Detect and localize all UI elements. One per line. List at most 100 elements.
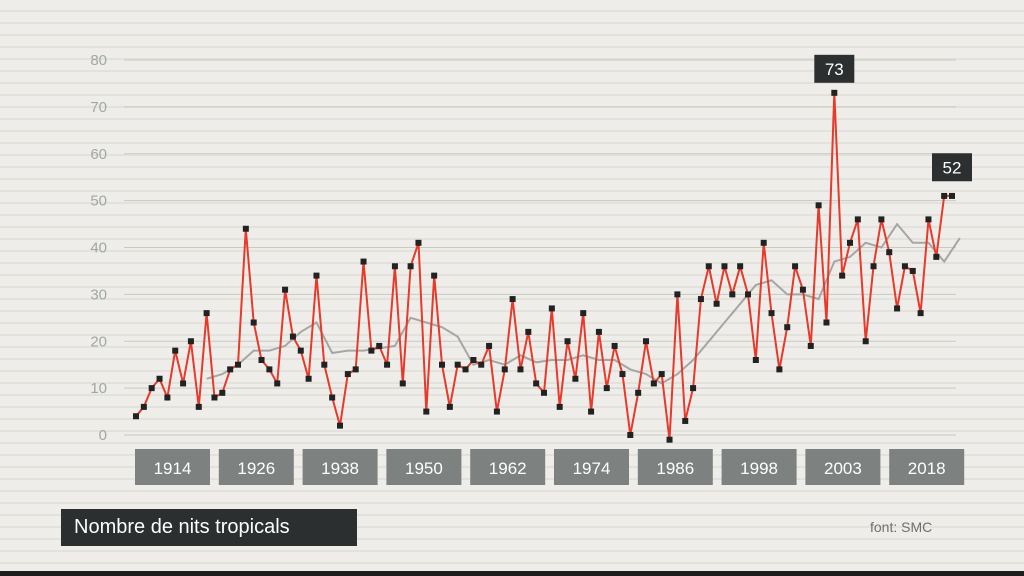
year-label-box <box>302 449 378 485</box>
data-point <box>870 263 877 270</box>
y-tick-label: 20 <box>90 333 107 350</box>
year-label-box <box>637 449 713 485</box>
data-point <box>423 408 430 415</box>
data-point <box>376 342 383 349</box>
data-point <box>690 385 697 392</box>
y-tick-label: 60 <box>90 146 107 163</box>
data-point <box>792 263 799 270</box>
data-point <box>666 436 673 443</box>
data-points <box>133 89 955 443</box>
data-point <box>266 366 273 373</box>
data-point <box>352 366 359 373</box>
annotation-box <box>814 54 855 83</box>
data-point <box>580 310 587 317</box>
year-label: 1950 <box>405 459 443 478</box>
data-point <box>564 338 571 345</box>
data-point <box>768 310 775 317</box>
data-point <box>344 371 351 378</box>
year-label: 1974 <box>573 459 611 478</box>
y-tick-label: 0 <box>99 427 107 444</box>
data-point <box>384 361 391 368</box>
data-point <box>501 366 508 373</box>
data-point <box>635 389 642 396</box>
data-point <box>925 216 932 223</box>
data-point <box>886 249 893 256</box>
data-point <box>595 328 602 335</box>
data-point <box>847 239 853 246</box>
data-point <box>140 403 147 410</box>
data-point <box>650 380 657 387</box>
data-point <box>878 216 885 223</box>
y-tick-label: 80 <box>90 52 107 69</box>
data-point <box>760 239 767 246</box>
data-point <box>533 380 540 387</box>
data-point <box>305 375 312 382</box>
data-point <box>745 291 751 298</box>
data-point <box>839 272 846 279</box>
data-point <box>486 342 493 349</box>
data-point <box>697 296 704 303</box>
data-point <box>909 267 916 274</box>
bottom-bar <box>0 571 1024 576</box>
data-point <box>721 263 728 270</box>
y-tick-label: 40 <box>90 240 107 257</box>
data-point <box>949 192 955 199</box>
data-point <box>250 319 257 326</box>
data-point <box>823 319 830 326</box>
data-point <box>815 202 822 209</box>
data-point <box>313 272 320 279</box>
data-point <box>360 258 367 265</box>
data-point <box>588 408 595 415</box>
data-point <box>195 403 202 410</box>
data-point <box>548 305 555 312</box>
data-point <box>643 338 649 345</box>
chart-title: Nombre de nits tropicals <box>61 509 357 546</box>
data-point <box>227 366 234 373</box>
data-point <box>164 394 171 401</box>
data-point <box>894 305 901 312</box>
data-point <box>572 375 579 382</box>
y-tick-label: 70 <box>90 99 107 116</box>
data-point <box>156 375 163 382</box>
data-point <box>439 361 445 368</box>
data-point <box>337 422 343 429</box>
data-point <box>282 286 289 293</box>
year-label: 1914 <box>154 459 192 478</box>
data-point <box>799 286 806 293</box>
data-point <box>658 371 665 378</box>
data-point <box>713 300 720 307</box>
data-point <box>682 417 689 424</box>
year-label-box <box>554 449 629 485</box>
data-point <box>368 347 375 354</box>
data-point <box>493 408 500 415</box>
data-point <box>917 310 924 317</box>
year-label: 1986 <box>656 459 694 478</box>
y-tick-label: 30 <box>90 286 107 303</box>
year-label-box <box>386 449 462 485</box>
data-point <box>321 361 328 368</box>
data-point <box>627 432 634 438</box>
data-point <box>180 380 187 387</box>
data-point <box>148 385 155 392</box>
y-tick-label: 10 <box>90 380 107 397</box>
year-label-box <box>721 449 797 485</box>
year-label-box <box>805 449 881 485</box>
year-label: 1938 <box>321 459 359 478</box>
data-point <box>133 413 139 420</box>
data-point <box>517 366 524 373</box>
gridlines <box>124 59 956 436</box>
data-point <box>729 291 736 298</box>
data-point <box>219 389 226 396</box>
data-point <box>901 263 908 270</box>
data-point <box>705 263 712 270</box>
data-point <box>172 347 179 354</box>
data-point <box>391 263 398 270</box>
y-axis-ticks: 0 10 20 30 40 50 60 70 80 <box>90 52 107 444</box>
year-label-box <box>135 449 210 485</box>
year-label: 2003 <box>824 459 862 478</box>
data-point <box>258 357 265 363</box>
data-point <box>329 394 336 401</box>
data-point <box>274 380 281 387</box>
data-point <box>611 342 618 349</box>
year-label: 1926 <box>237 459 275 478</box>
